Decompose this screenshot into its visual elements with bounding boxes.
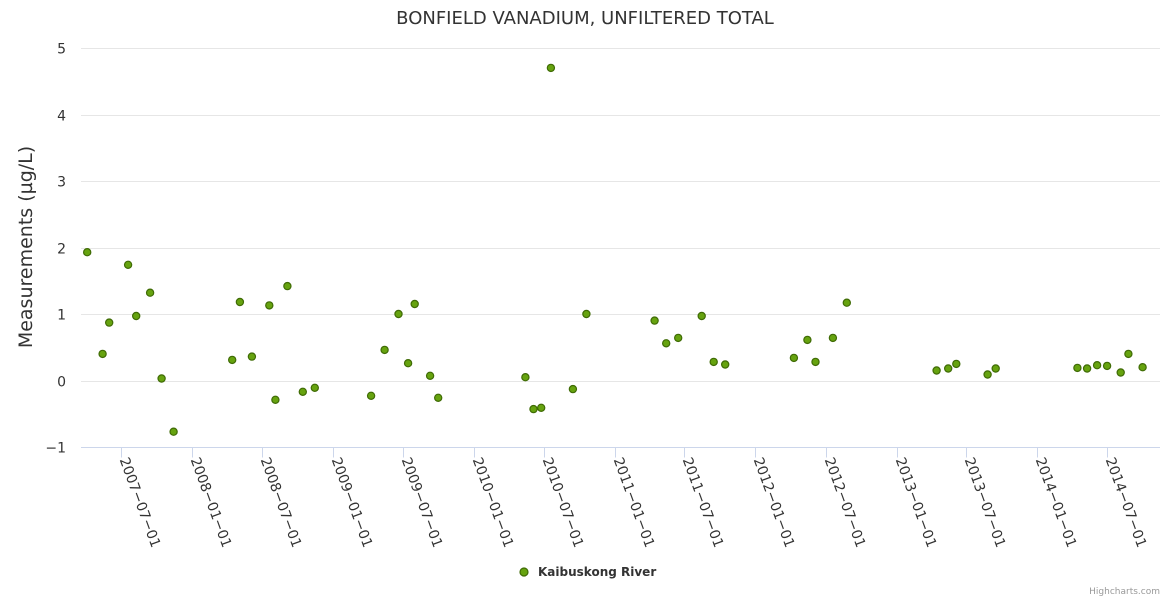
data-point[interactable] [82,247,92,257]
data-point[interactable] [1092,361,1102,370]
y-tick-label: −1 [45,441,66,457]
data-point[interactable] [582,309,591,319]
data-point[interactable] [546,63,556,73]
data-point[interactable] [983,370,992,379]
data-point[interactable] [521,373,530,382]
series-kaibuskong-river [82,63,1147,436]
y-tick-label: 1 [57,308,66,324]
x-tick-label: 2010−07−01 [539,455,586,549]
x-tick-label: 2010−01−01 [469,455,516,549]
data-point[interactable] [674,333,683,343]
y-axis-title: Measurements (µg/L) [15,146,37,348]
data-point[interactable] [271,395,280,404]
data-point[interactable] [157,374,166,383]
data-point[interactable] [529,404,538,414]
data-point[interactable] [283,281,292,291]
data-point[interactable] [944,364,953,373]
data-point[interactable] [789,353,799,363]
chart-title: BONFIELD VANADIUM, UNFILTERED TOTAL [396,8,774,29]
data-point[interactable] [169,427,178,436]
data-point[interactable] [425,371,435,380]
data-point[interactable] [298,387,307,396]
data-point[interactable] [568,384,578,394]
x-axis: 2007−07−01 2008−01−01 2008−07−01 2009−01−01… [81,447,1160,550]
data-point[interactable] [537,403,546,412]
x-tick-label: 2014−07−01 [1102,455,1149,549]
legend[interactable]: Kaibuskong River [519,565,656,579]
data-point[interactable] [145,288,155,297]
data-point[interactable] [662,339,671,348]
data-point[interactable] [991,364,1000,373]
data-point[interactable] [721,360,730,369]
x-tick-label: 2008−07−01 [257,455,304,549]
data-point[interactable] [1138,363,1147,372]
data-point[interactable] [434,393,443,402]
data-point[interactable] [235,297,245,307]
data-point[interactable] [1102,361,1112,371]
y-tick-label: 2 [57,242,66,258]
data-point[interactable] [131,311,141,321]
data-point[interactable] [410,299,419,309]
x-tick-label: 2011−07−01 [679,455,726,549]
y-gridlines [81,48,1160,382]
y-tick-label: 0 [57,375,66,391]
y-tick-label: 3 [57,175,66,191]
data-point[interactable] [952,359,961,369]
data-point[interactable] [403,359,413,368]
x-tick-label: 2014−01−01 [1032,455,1079,549]
data-point[interactable] [227,355,237,365]
x-tick-label: 2012−07−01 [821,455,868,549]
x-tick-label: 2012−01−01 [750,455,797,549]
data-point[interactable] [98,349,107,359]
y-axis-tick-labels: −1 0 1 2 3 4 5 [45,42,66,457]
data-point[interactable] [697,311,706,321]
x-tick-label: 2009−07−01 [398,455,445,549]
x-tick-label: 2009−01−01 [328,455,375,549]
data-point[interactable] [650,316,659,325]
data-point[interactable] [932,366,941,375]
x-tick-label: 2013−01−01 [892,455,939,549]
legend-label[interactable]: Kaibuskong River [538,565,656,579]
data-point[interactable] [1073,363,1082,373]
data-point[interactable] [709,357,718,367]
data-point[interactable] [265,301,274,310]
data-point[interactable] [380,345,389,355]
data-point[interactable] [828,333,838,343]
data-point[interactable] [803,335,812,345]
data-point[interactable] [842,298,852,307]
credits-link[interactable]: Highcharts.com [1089,587,1160,597]
x-tick-label: 2011−01−01 [610,455,657,549]
data-point[interactable] [394,309,403,319]
data-point[interactable] [310,383,319,392]
x-tick-label: 2008−01−01 [187,455,234,549]
data-point[interactable] [1116,368,1125,377]
x-tick-label: 2007−07−01 [116,455,163,549]
data-point[interactable] [104,318,114,327]
y-tick-label: 5 [57,42,66,58]
y-tick-label: 4 [57,109,66,125]
data-point[interactable] [366,391,376,400]
x-tick-label: 2013−07−01 [961,455,1008,549]
legend-marker [519,567,529,577]
data-point[interactable] [1124,349,1133,359]
data-point[interactable] [123,260,133,269]
data-point[interactable] [811,357,820,367]
data-point[interactable] [247,352,257,361]
data-point[interactable] [1082,364,1092,373]
